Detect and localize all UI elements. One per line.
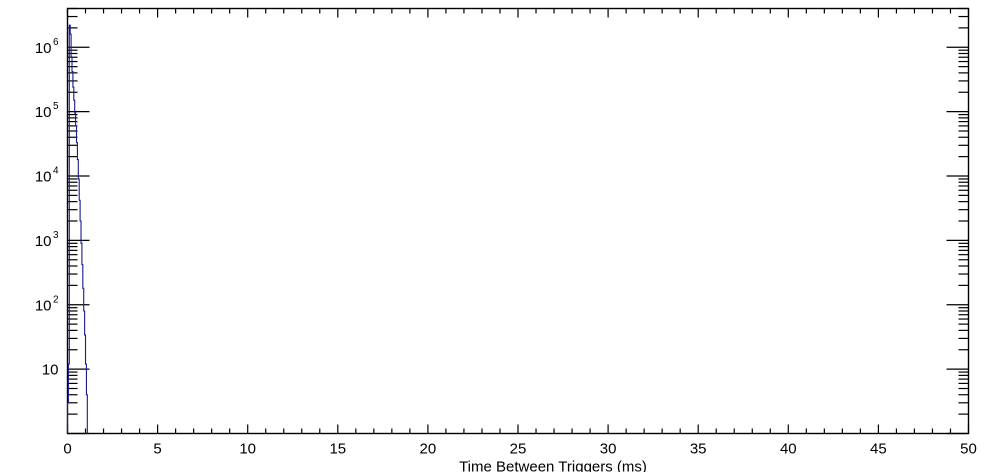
- y-axis-tick-mantissa: 10: [35, 40, 52, 57]
- y-axis-tick-label: 10 6: [35, 37, 59, 57]
- y-axis-tick-label: 10 5: [35, 101, 59, 121]
- y-axis-tick-mantissa: 10: [35, 297, 52, 314]
- x-axis-tick-label: 20: [420, 441, 437, 458]
- x-axis-tick-label: 5: [153, 441, 161, 458]
- y-axis-tick-label: 10 3: [35, 230, 59, 250]
- x-axis: 0 5 10 15 20 25 30 35 40 45 50: [63, 8, 977, 458]
- x-axis-tick-label: 0: [63, 441, 71, 458]
- y-axis-tick-label: 10: [42, 362, 59, 379]
- x-axis-tick-label: 40: [780, 441, 797, 458]
- x-axis-tick-label: 45: [870, 441, 887, 458]
- y-axis-tick-mantissa: 10: [42, 362, 59, 379]
- y-axis-tick-exponent: 6: [53, 37, 59, 48]
- y-axis-tick-mantissa: 10: [35, 233, 52, 250]
- y-axis-tick-label: 10 4: [35, 166, 59, 186]
- x-axis-tick-label: 35: [690, 441, 707, 458]
- x-axis-title: Time Between Triggers (ms): [459, 459, 647, 472]
- y-axis-tick-label: 10 2: [35, 294, 59, 314]
- y-axis-tick-mantissa: 10: [35, 169, 52, 186]
- plot-frame: [66, 7, 970, 435]
- x-axis-tick-label: 10: [239, 441, 256, 458]
- y-axis-tick-exponent: 2: [53, 294, 59, 305]
- histogram-outline: [66, 24, 88, 434]
- y-axis-tick-mantissa: 10: [35, 104, 52, 121]
- x-axis-tick-label: 25: [510, 441, 527, 458]
- y-axis-tick-exponent: 3: [53, 230, 59, 241]
- x-axis-tick-label: 30: [600, 441, 617, 458]
- x-axis-tick-label: 15: [329, 441, 346, 458]
- y-axis-tick-exponent: 5: [53, 101, 59, 112]
- y-axis-tick-exponent: 4: [53, 166, 59, 177]
- x-axis-tick-label: 50: [960, 441, 977, 458]
